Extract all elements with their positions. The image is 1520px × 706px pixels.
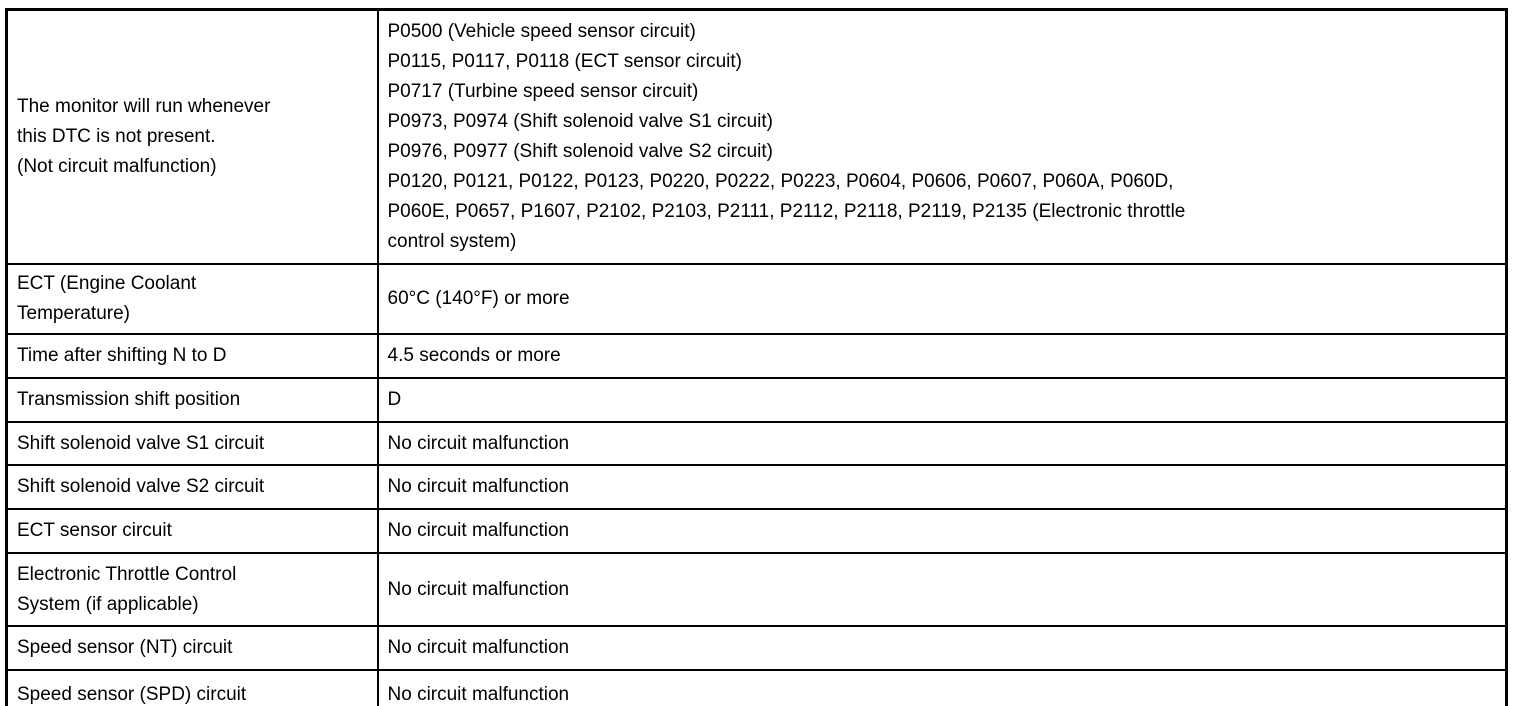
condition-value-cell: No circuit malfunction: [376, 625, 1508, 671]
condition-label-line: The monitor will run whenever: [17, 96, 271, 117]
condition-value-cell: No circuit malfunction: [376, 552, 1508, 627]
condition-value-cell: No circuit malfunction: [376, 508, 1508, 554]
condition-value-line: control system): [387, 231, 517, 252]
condition-label-line: ECT sensor circuit: [17, 520, 172, 541]
table-row: Speed sensor (SPD) circuit No circuit mal…: [5, 669, 1508, 706]
condition-label-cell: Shift solenoid valve S1 circuit: [5, 421, 379, 466]
condition-label-line: System (if applicable): [17, 593, 199, 615]
condition-value-line: P060E, P0657, P1607, P2102, P2103, P2111…: [387, 201, 1186, 222]
condition-label-cell: Speed sensor (NT) circuit: [5, 625, 379, 671]
table-row: Shift solenoid valve S2 circuit No circui…: [5, 464, 1508, 510]
condition-label-cell: Shift solenoid valve S2 circuit: [5, 464, 379, 510]
condition-label-cell: Time after shifting N to D: [5, 333, 379, 379]
condition-value-line: P0120, P0121, P0122, P0123, P0220, P0222…: [387, 171, 1174, 192]
condition-label-line: this DTC is not present.: [17, 126, 216, 147]
condition-value-line: P0115, P0117, P0118 (ECT sensor circuit): [387, 51, 743, 72]
table-row: ECT (Engine Coolant Temperature) 60°C (140…: [5, 263, 1508, 335]
condition-value-cell: P0500 (Vehicle speed sensor circuit) P011…: [376, 8, 1508, 265]
condition-label-line: Speed sensor (NT) circuit: [17, 637, 233, 658]
condition-label-line: Transmission shift position: [17, 389, 241, 410]
condition-value-line: No circuit malfunction: [387, 683, 570, 705]
condition-value-line: No circuit malfunction: [387, 476, 570, 497]
condition-label-cell: ECT (Engine Coolant Temperature): [5, 263, 379, 335]
condition-value-line: No circuit malfunction: [387, 432, 570, 454]
condition-value-line: No circuit malfunction: [387, 637, 570, 658]
table-row: Shift solenoid valve S1 circuit No circui…: [5, 421, 1508, 466]
table-row: ECT sensor circuit No circuit malfunction: [5, 508, 1508, 554]
condition-label-line: Shift solenoid valve S2 circuit: [17, 476, 265, 497]
condition-label-cell: Transmission shift position: [5, 377, 379, 423]
condition-label-line: (Not circuit malfunction): [17, 156, 217, 177]
table-row: Transmission shift position D: [5, 377, 1508, 423]
condition-value-line: 4.5 seconds or more: [387, 345, 561, 366]
condition-label-line: Speed sensor (SPD) circuit: [17, 683, 247, 705]
table-row: The monitor will run whenever this DTC is…: [5, 8, 1508, 265]
dtc-monitor-conditions-table: The monitor will run whenever this DTC is…: [5, 8, 1508, 706]
condition-value-cell: No circuit malfunction: [376, 421, 1508, 466]
table-row: Electronic Throttle Control System (if ap…: [5, 552, 1508, 627]
condition-label-line: Time after shifting N to D: [17, 345, 227, 366]
condition-label-line: Shift solenoid valve S1 circuit: [17, 432, 265, 454]
table-row: Speed sensor (NT) circuit No circuit malf…: [5, 625, 1508, 671]
condition-value-cell: No circuit malfunction: [376, 669, 1508, 706]
condition-value-line: No circuit malfunction: [387, 578, 570, 600]
table-row: Time after shifting N to D 4.5 seconds or…: [5, 333, 1508, 379]
condition-value-cell: 4.5 seconds or more: [376, 333, 1508, 379]
condition-label-cell: The monitor will run whenever this DTC is…: [5, 8, 379, 265]
conditions-table-body: The monitor will run whenever this DTC is…: [5, 8, 1508, 706]
condition-label-cell: Speed sensor (SPD) circuit: [5, 669, 379, 706]
condition-value-line: 60°C (140°F) or more: [387, 288, 570, 309]
condition-value-cell: 60°C (140°F) or more: [376, 263, 1508, 335]
condition-value-cell: D: [376, 377, 1508, 423]
condition-label-cell: ECT sensor circuit: [5, 508, 379, 554]
condition-label-line: Electronic Throttle Control: [17, 563, 237, 585]
condition-value-line: D: [387, 389, 402, 410]
condition-value-line: P0973, P0974 (Shift solenoid valve S1 ci…: [387, 111, 774, 132]
condition-value-cell: No circuit malfunction: [376, 464, 1508, 510]
condition-value-line: P0717 (Turbine speed sensor circuit): [387, 81, 699, 102]
condition-label-cell: Electronic Throttle Control System (if ap…: [5, 552, 379, 627]
condition-label-line: ECT (Engine Coolant: [17, 273, 197, 294]
condition-value-line: P0976, P0977 (Shift solenoid valve S2 ci…: [387, 141, 774, 162]
condition-value-line: No circuit malfunction: [387, 520, 570, 541]
condition-label-line: Temperature): [17, 303, 130, 324]
condition-value-line: P0500 (Vehicle speed sensor circuit): [387, 21, 696, 42]
